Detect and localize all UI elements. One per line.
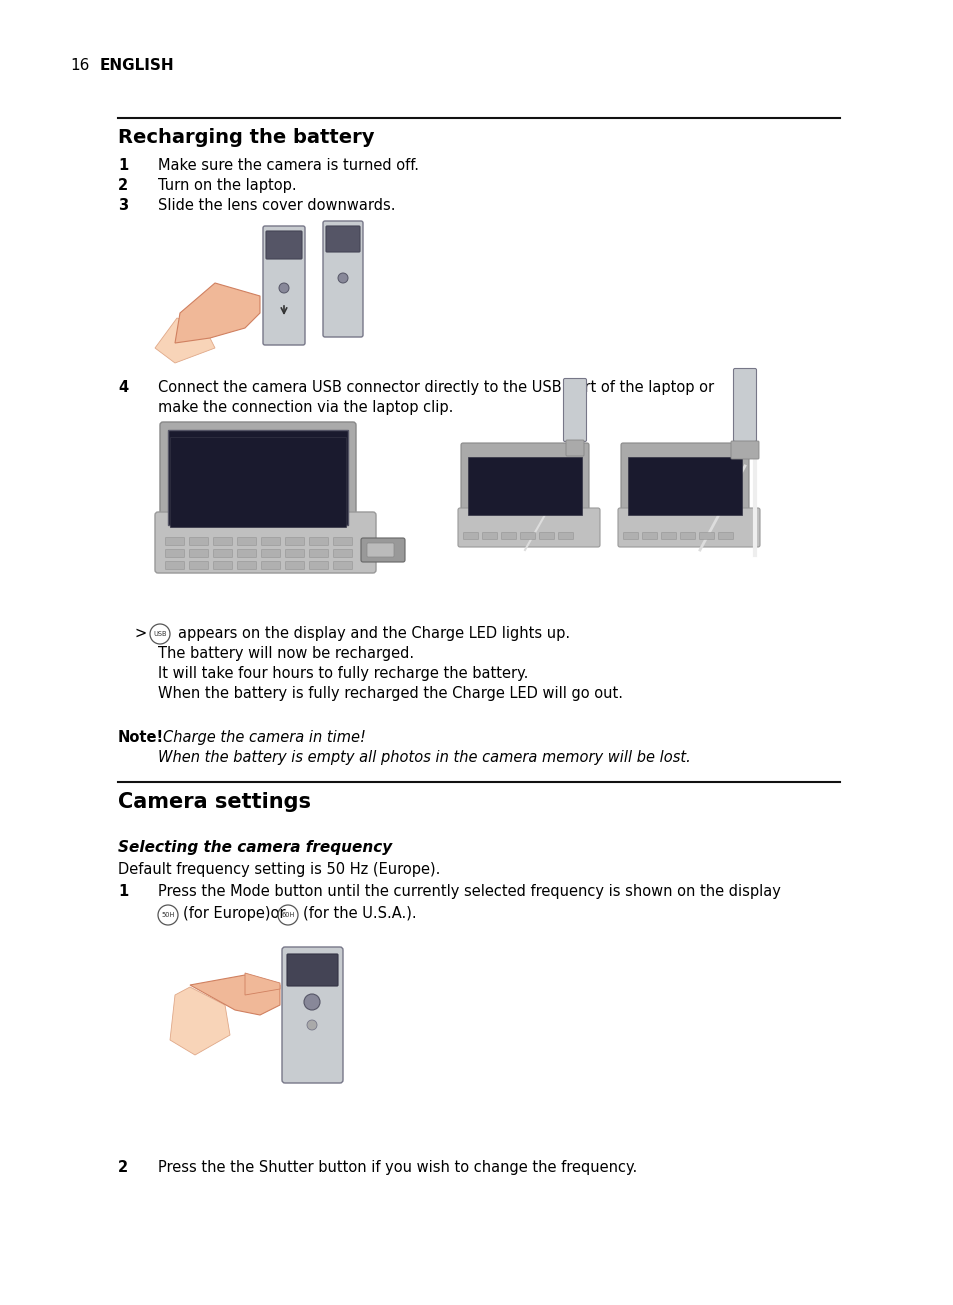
FancyBboxPatch shape bbox=[170, 437, 346, 527]
FancyBboxPatch shape bbox=[287, 954, 337, 987]
Text: Selecting the camera frequency: Selecting the camera frequency bbox=[118, 840, 392, 855]
FancyBboxPatch shape bbox=[309, 561, 328, 569]
FancyBboxPatch shape bbox=[718, 532, 733, 539]
FancyBboxPatch shape bbox=[326, 226, 359, 252]
FancyBboxPatch shape bbox=[190, 549, 209, 557]
Polygon shape bbox=[190, 975, 280, 1015]
Text: 50H: 50H bbox=[161, 912, 174, 917]
Circle shape bbox=[304, 994, 319, 1010]
FancyBboxPatch shape bbox=[237, 549, 256, 557]
FancyBboxPatch shape bbox=[261, 549, 280, 557]
FancyBboxPatch shape bbox=[360, 538, 405, 562]
FancyBboxPatch shape bbox=[334, 561, 352, 569]
FancyBboxPatch shape bbox=[165, 538, 184, 545]
FancyBboxPatch shape bbox=[165, 549, 184, 557]
Text: USB: USB bbox=[153, 632, 167, 637]
FancyBboxPatch shape bbox=[563, 378, 586, 441]
FancyBboxPatch shape bbox=[641, 532, 657, 539]
FancyBboxPatch shape bbox=[323, 221, 363, 337]
FancyBboxPatch shape bbox=[334, 538, 352, 545]
FancyBboxPatch shape bbox=[501, 532, 516, 539]
Polygon shape bbox=[174, 283, 260, 343]
FancyBboxPatch shape bbox=[261, 538, 280, 545]
Text: 60H: 60H bbox=[281, 912, 294, 917]
FancyBboxPatch shape bbox=[539, 532, 554, 539]
FancyBboxPatch shape bbox=[334, 549, 352, 557]
FancyBboxPatch shape bbox=[282, 947, 343, 1083]
Text: When the battery is empty all photos in the camera memory will be lost.: When the battery is empty all photos in … bbox=[158, 750, 690, 765]
Text: 2: 2 bbox=[118, 1160, 128, 1174]
Text: Recharging the battery: Recharging the battery bbox=[118, 128, 375, 147]
FancyBboxPatch shape bbox=[730, 441, 759, 459]
FancyBboxPatch shape bbox=[160, 422, 355, 532]
Circle shape bbox=[278, 283, 289, 294]
FancyBboxPatch shape bbox=[699, 532, 714, 539]
Text: Note!: Note! bbox=[118, 729, 164, 745]
Text: The battery will now be recharged.: The battery will now be recharged. bbox=[158, 646, 414, 662]
Text: Default frequency setting is 50 Hz (Europe).: Default frequency setting is 50 Hz (Euro… bbox=[118, 863, 440, 877]
Text: (for Europe)or: (for Europe)or bbox=[183, 906, 285, 921]
FancyBboxPatch shape bbox=[660, 532, 676, 539]
FancyBboxPatch shape bbox=[263, 226, 305, 345]
Polygon shape bbox=[154, 318, 214, 363]
FancyBboxPatch shape bbox=[623, 532, 638, 539]
Text: 4: 4 bbox=[118, 380, 128, 395]
FancyBboxPatch shape bbox=[266, 231, 302, 258]
FancyBboxPatch shape bbox=[460, 442, 588, 515]
FancyBboxPatch shape bbox=[457, 508, 599, 547]
FancyBboxPatch shape bbox=[620, 442, 748, 515]
Text: Press the Mode button until the currently selected frequency is shown on the dis: Press the Mode button until the currentl… bbox=[158, 883, 781, 899]
FancyBboxPatch shape bbox=[190, 538, 209, 545]
Polygon shape bbox=[170, 987, 230, 1054]
FancyBboxPatch shape bbox=[733, 368, 756, 441]
Text: When the battery is fully recharged the Charge LED will go out.: When the battery is fully recharged the … bbox=[158, 686, 622, 701]
Text: >: > bbox=[135, 626, 147, 641]
FancyBboxPatch shape bbox=[463, 532, 478, 539]
Text: Make sure the camera is turned off.: Make sure the camera is turned off. bbox=[158, 158, 418, 174]
FancyBboxPatch shape bbox=[213, 549, 233, 557]
FancyBboxPatch shape bbox=[168, 431, 348, 525]
FancyBboxPatch shape bbox=[237, 538, 256, 545]
FancyBboxPatch shape bbox=[627, 457, 741, 515]
FancyBboxPatch shape bbox=[213, 538, 233, 545]
Text: 1: 1 bbox=[118, 883, 128, 899]
FancyBboxPatch shape bbox=[520, 532, 535, 539]
Text: 16: 16 bbox=[70, 57, 90, 73]
FancyBboxPatch shape bbox=[237, 561, 256, 569]
FancyBboxPatch shape bbox=[261, 561, 280, 569]
FancyBboxPatch shape bbox=[309, 549, 328, 557]
FancyBboxPatch shape bbox=[367, 543, 394, 557]
Text: appears on the display and the Charge LED lights up.: appears on the display and the Charge LE… bbox=[178, 626, 570, 641]
FancyBboxPatch shape bbox=[190, 561, 209, 569]
FancyBboxPatch shape bbox=[679, 532, 695, 539]
Text: (for the U.S.A.).: (for the U.S.A.). bbox=[303, 906, 416, 921]
Text: 1: 1 bbox=[118, 158, 128, 174]
Circle shape bbox=[337, 273, 348, 283]
FancyBboxPatch shape bbox=[482, 532, 497, 539]
Polygon shape bbox=[245, 974, 280, 994]
Text: Turn on the laptop.: Turn on the laptop. bbox=[158, 177, 296, 193]
FancyBboxPatch shape bbox=[285, 549, 304, 557]
FancyBboxPatch shape bbox=[285, 538, 304, 545]
FancyBboxPatch shape bbox=[558, 532, 573, 539]
Text: make the connection via the laptop clip.: make the connection via the laptop clip. bbox=[158, 401, 453, 415]
Text: 2: 2 bbox=[118, 177, 128, 193]
Circle shape bbox=[307, 1021, 316, 1030]
Text: Connect the camera USB connector directly to the USB port of the laptop or: Connect the camera USB connector directl… bbox=[158, 380, 714, 395]
Text: 3: 3 bbox=[118, 198, 128, 213]
Text: ENGLISH: ENGLISH bbox=[100, 57, 174, 73]
FancyBboxPatch shape bbox=[165, 561, 184, 569]
Text: Press the the Shutter button if you wish to change the frequency.: Press the the Shutter button if you wish… bbox=[158, 1160, 637, 1174]
FancyBboxPatch shape bbox=[468, 457, 581, 515]
Text: Charge the camera in time!: Charge the camera in time! bbox=[163, 729, 366, 745]
FancyBboxPatch shape bbox=[285, 561, 304, 569]
FancyBboxPatch shape bbox=[565, 440, 583, 455]
FancyBboxPatch shape bbox=[154, 512, 375, 573]
Text: Slide the lens cover downwards.: Slide the lens cover downwards. bbox=[158, 198, 395, 213]
FancyBboxPatch shape bbox=[618, 508, 760, 547]
FancyBboxPatch shape bbox=[213, 561, 233, 569]
Text: It will take four hours to fully recharge the battery.: It will take four hours to fully recharg… bbox=[158, 666, 528, 681]
Text: Camera settings: Camera settings bbox=[118, 792, 311, 812]
FancyBboxPatch shape bbox=[309, 538, 328, 545]
